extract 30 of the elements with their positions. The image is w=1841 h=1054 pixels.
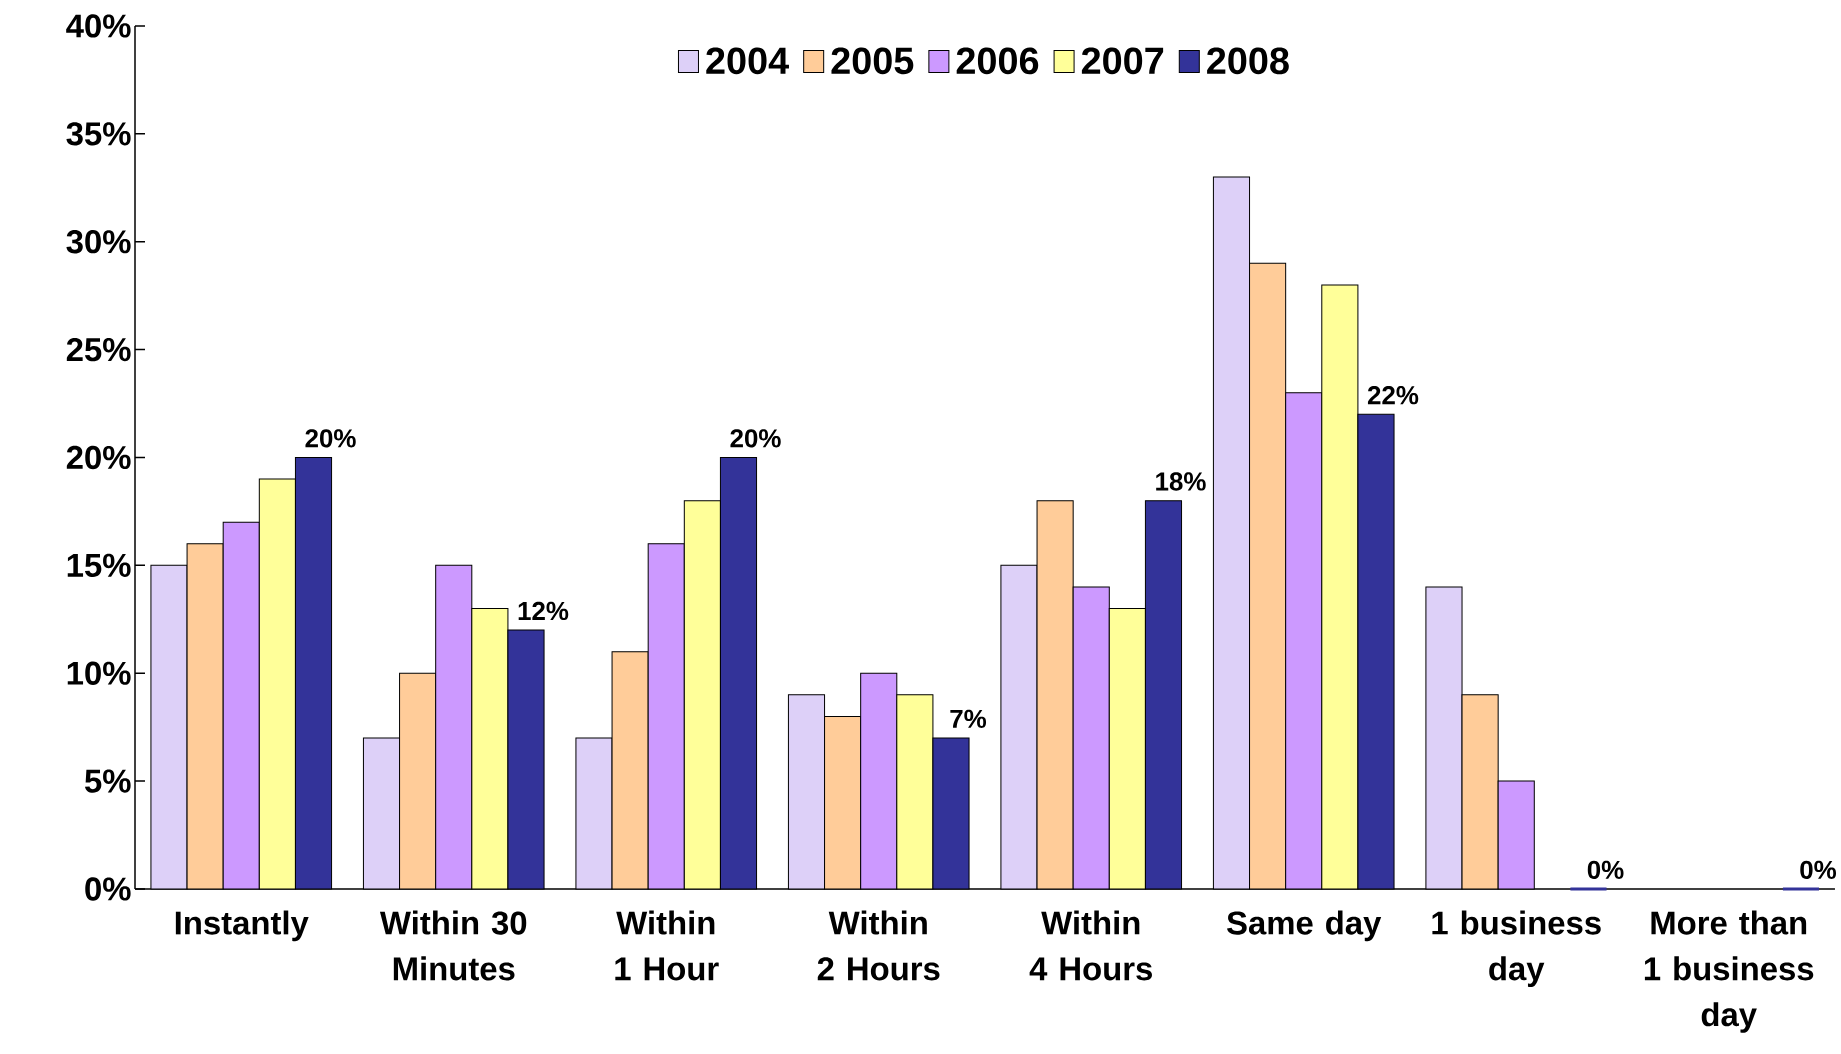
data-label: 7% bbox=[950, 709, 987, 728]
y-tick-label: 20% bbox=[66, 445, 131, 470]
y-tick-label: 0% bbox=[85, 877, 131, 901]
x-tick-label: Same day bbox=[1227, 910, 1382, 942]
y-tick-label: 5% bbox=[84, 769, 131, 793]
y-tick-label: 10% bbox=[67, 661, 131, 685]
legend-label: 2006 bbox=[956, 47, 1039, 75]
y-tick-label: 30% bbox=[66, 230, 131, 254]
x-tick-label: 1 business day bbox=[1432, 910, 1601, 987]
data-label: 20% bbox=[305, 429, 356, 448]
legend-label: 2005 bbox=[831, 47, 914, 75]
data-label: 20% bbox=[730, 429, 781, 448]
data-label: 0% bbox=[1800, 860, 1837, 879]
x-tick-label: Within 4 Hours bbox=[1029, 910, 1152, 981]
x-tick-label: Within 1 Hour bbox=[615, 910, 719, 981]
legend-label: 2007 bbox=[1081, 47, 1164, 75]
x-tick-label: More than 1 business day bbox=[1644, 910, 1814, 1033]
y-tick-label: 35% bbox=[66, 122, 131, 146]
data-label: 0% bbox=[1587, 860, 1624, 879]
x-tick-label: Within 30 Minutes bbox=[379, 910, 527, 981]
legend-label: 2008 bbox=[1207, 47, 1289, 75]
data-label: 22% bbox=[1367, 386, 1419, 405]
data-label: 18% bbox=[1156, 472, 1206, 491]
y-tick-label: 40% bbox=[66, 14, 131, 38]
x-tick-label: Within 2 Hours bbox=[817, 910, 940, 981]
y-tick-label: 25% bbox=[66, 337, 131, 362]
data-label: 12% bbox=[518, 601, 569, 621]
legend-label: 2004 bbox=[706, 47, 789, 75]
x-tick-label: Instantly bbox=[175, 910, 309, 942]
y-tick-label: 15% bbox=[67, 553, 131, 577]
